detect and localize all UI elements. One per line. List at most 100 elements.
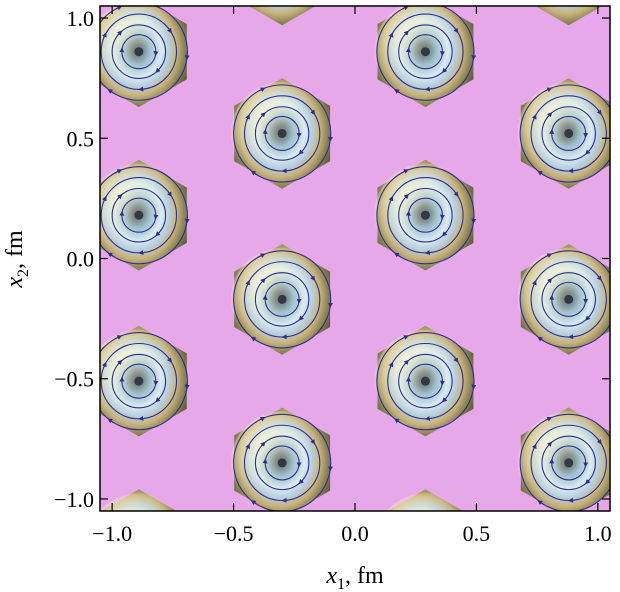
streamline-arrow: [155, 67, 161, 74]
streamline: [233, 250, 332, 349]
streamline-arrow: [585, 149, 591, 155]
vortex-core: [420, 376, 430, 386]
streamline-arrow: [388, 195, 394, 203]
streamline-arrow: [453, 27, 459, 34]
streamline-arrow: [568, 334, 576, 340]
streamline-arrow: [117, 359, 123, 366]
streamline-arrow: [537, 500, 545, 506]
streamline-arrow: [298, 478, 304, 485]
streamline: [254, 106, 310, 161]
streamline-arrow: [155, 231, 161, 237]
vortex-core: [277, 458, 287, 468]
streamline-arrow: [537, 336, 545, 342]
streamline: [398, 24, 453, 79]
streamline-arrow: [245, 114, 250, 121]
streamline: [398, 353, 453, 409]
streamline-arrow: [401, 169, 409, 174]
streamline-arrow: [281, 497, 289, 503]
x-tick-label: 0.5: [463, 521, 491, 546]
streamline-arrow: [544, 87, 553, 93]
streamline-arrow: [546, 441, 553, 447]
streamline: [376, 166, 475, 265]
cell-highlight: [100, 493, 178, 511]
streamline: [519, 84, 610, 183]
streamline-arrow: [394, 252, 402, 258]
streamline: [376, 6, 475, 101]
streamlines-layer: [100, 6, 610, 511]
vortex-core: [134, 210, 144, 220]
streamline-arrow: [245, 279, 250, 287]
streamline: [519, 250, 610, 349]
streamline-arrow: [403, 359, 409, 366]
streamline: [111, 24, 167, 79]
streamline-arrow: [114, 335, 123, 340]
streamline-arrow: [281, 334, 289, 340]
streamline-arrow: [102, 361, 107, 369]
streamline-arrow: [250, 170, 258, 176]
streamline-arrow: [596, 109, 602, 116]
streamline-arrow: [257, 253, 266, 258]
y-axis-label: x2, fm: [2, 230, 32, 289]
streamline-arrow: [117, 193, 123, 200]
streamline: [541, 435, 596, 491]
streamline-arrow: [596, 438, 602, 445]
streamline: [376, 332, 475, 431]
vortex-core: [134, 376, 144, 386]
streamline-arrow: [453, 356, 459, 363]
plot-area: [100, 6, 610, 511]
streamline-arrow: [257, 416, 266, 422]
vortex-core: [564, 294, 574, 304]
streamline-arrow: [107, 89, 115, 95]
x-axis-ticks: −1.0 −0.5 0.0 0.5 1.0: [92, 6, 612, 546]
streamline: [541, 106, 596, 161]
streamline-arrow: [585, 478, 591, 485]
streamline-arrow: [546, 277, 553, 284]
y-tick-label: 1.0: [67, 6, 95, 31]
vortex-core: [277, 128, 287, 138]
y-tick-label: −1.0: [54, 487, 94, 512]
streamline-arrow: [544, 416, 553, 422]
streamline: [233, 84, 332, 183]
streamline-arrow: [102, 32, 107, 39]
cell-highlight: [245, 6, 319, 22]
x-tick-label: −0.5: [214, 521, 254, 546]
streamline-arrow: [401, 335, 409, 340]
x-tick-label: 1.0: [584, 521, 612, 546]
streamline-arrow: [403, 30, 409, 36]
streamline-arrow: [544, 253, 553, 258]
streamline-arrow: [388, 361, 394, 369]
streamline-arrow: [298, 315, 304, 321]
streamline-arrow: [117, 30, 123, 36]
streamline-arrow: [310, 275, 316, 281]
vortex-core: [420, 47, 430, 57]
streamline-arrow: [250, 336, 258, 342]
streamline-arrow: [403, 193, 409, 200]
streamline: [233, 413, 332, 511]
y-tick-label: 0.5: [67, 126, 95, 151]
streamline: [254, 272, 310, 327]
x-axis-label: x1, fm: [325, 563, 384, 592]
y-axis-ticks: −1.0 −0.5 0.0 0.5 1.0: [54, 6, 610, 512]
streamline-arrow: [568, 497, 576, 503]
streamline-arrow: [138, 86, 146, 92]
streamline-arrow: [250, 500, 258, 506]
y-tick-label: 0.0: [67, 247, 95, 272]
streamline-arrow: [260, 441, 266, 447]
streamline-arrow: [114, 169, 123, 174]
streamline: [100, 166, 188, 265]
streamline-arrow: [546, 112, 553, 118]
streamline-arrow: [138, 415, 146, 421]
streamline-arrow: [424, 250, 432, 256]
streamline-arrow: [394, 89, 402, 95]
streamline-arrow: [107, 418, 115, 424]
streamline-arrow: [281, 168, 289, 174]
streamline-arrow: [585, 315, 591, 321]
streamline-arrow: [107, 252, 115, 258]
streamline: [111, 187, 167, 243]
streamline-arrow: [453, 190, 459, 197]
streamline-arrow: [394, 418, 402, 424]
cell-highlight: [386, 493, 465, 511]
streamline-arrow: [388, 32, 394, 39]
vortex-core: [420, 210, 430, 220]
streamline-arrow: [441, 231, 448, 237]
